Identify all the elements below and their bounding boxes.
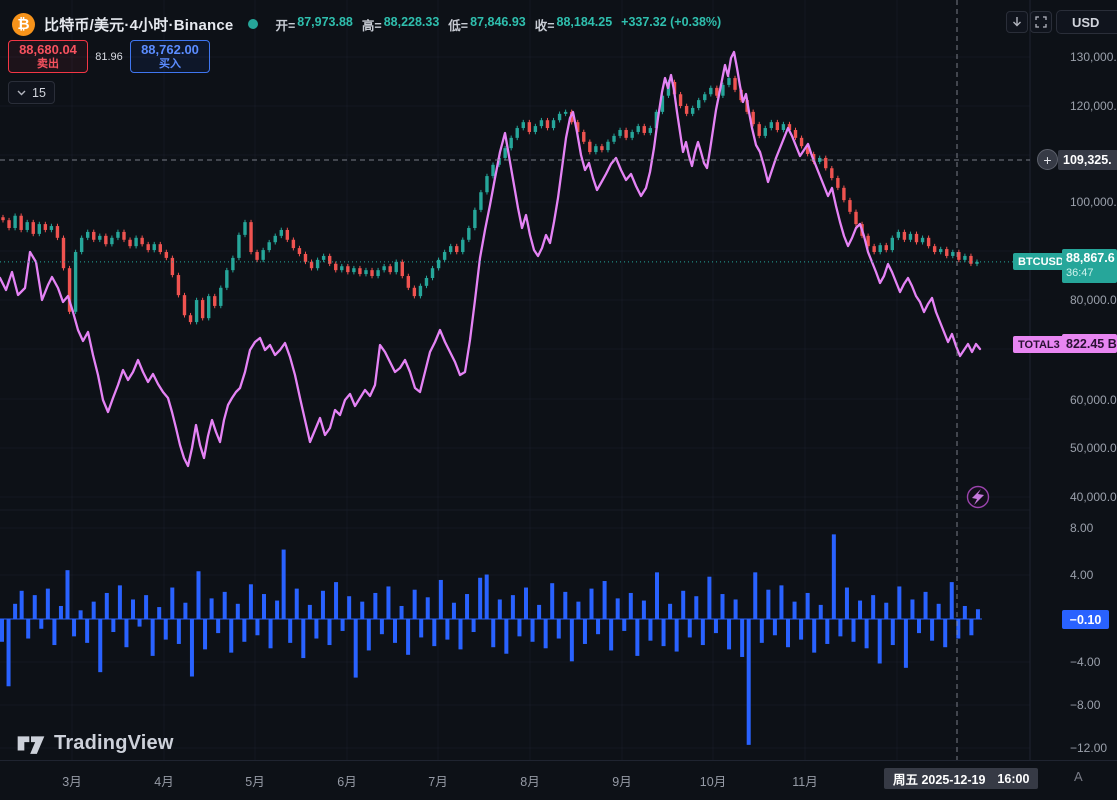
currency-usd-button[interactable]: USD xyxy=(1056,10,1117,34)
sell-price: 88,680.04 xyxy=(19,41,77,57)
fullscreen-button[interactable] xyxy=(1030,11,1052,33)
chevron-down-icon xyxy=(17,90,26,95)
time-axis[interactable]: 3月 4月 5月 6月 7月 8月 9月 10月 11月 周五 2025-12-19 16:00 xyxy=(0,760,1117,800)
indicator-last-value-badge: −0.10 xyxy=(1062,610,1109,629)
price-tick-label: 40,000.00 xyxy=(1070,490,1117,504)
ohlc-field-value: 87,846.93 xyxy=(470,14,526,29)
fullscreen-icon xyxy=(1035,16,1047,28)
price-tick-label: 120,000.00 xyxy=(1070,99,1117,113)
indicator-tick-label: 8.00 xyxy=(1070,521,1094,535)
ohlc-field-label: 低= xyxy=(448,18,469,33)
tradingview-mark-icon xyxy=(17,736,45,754)
total3-series-tag[interactable]: TOTAL3 xyxy=(1013,336,1065,353)
price-tick-label: 130,000.00 xyxy=(1070,50,1117,64)
crosshair-price-badge: 109,325. xyxy=(1058,150,1117,170)
symbol-header: ₿ 比特币/美元·4小时·Binance 开= 87,973.88 高= 88,228… xyxy=(12,10,721,38)
tradingview-logo-text: TradingView xyxy=(54,731,174,754)
btcusd-last-price: 88,867.6 xyxy=(1066,251,1115,266)
sell-button[interactable]: 88,680.04 卖出 xyxy=(8,40,88,73)
sell-label: 卖出 xyxy=(37,57,59,70)
total3-value-badge: 822.45 B xyxy=(1062,334,1117,353)
ohlc-field-value: 88,184.25 xyxy=(556,14,613,29)
timeframe-dropdown[interactable]: 15 xyxy=(8,81,55,104)
ohlc-field-label: 高= xyxy=(361,18,382,33)
ohlc-field-label: 开= xyxy=(275,18,296,33)
month-label: 4月 xyxy=(154,775,174,789)
crosshair-time-badge: 周五 2025-12-19 16:00 xyxy=(884,768,1039,789)
market-open-dot-icon xyxy=(248,19,259,29)
symbol-title[interactable]: 比特币/美元·4小时·Binance xyxy=(44,16,234,34)
btcusd-series-tag[interactable]: BTCUSD xyxy=(1013,253,1069,270)
add-alert-plus-icon[interactable]: + xyxy=(1037,149,1058,170)
buy-label: 买入 xyxy=(159,57,181,70)
indicator-tick-label: −4.00 xyxy=(1070,655,1101,669)
price-tick-label: 80,000.00 xyxy=(1070,293,1117,307)
crosshair-hour: 16:00 xyxy=(997,771,1030,786)
price-tick-label: 100,000.00 xyxy=(1070,195,1117,209)
ohlc-field-label: 收= xyxy=(534,18,555,33)
btcusd-price-badge: 88,867.6 36:47 xyxy=(1062,249,1117,283)
auto-scale-button[interactable]: A xyxy=(1074,769,1083,784)
ohlc-readout: 开= 87,973.88 高= 88,228.33 低= 87,846.93 收= 88,18… xyxy=(275,15,721,34)
bitcoin-icon: ₿ xyxy=(12,12,35,36)
buy-button[interactable]: 88,762.00 买入 xyxy=(130,40,210,73)
volume-delta-histogram xyxy=(0,534,982,745)
month-label: 9月 xyxy=(612,775,632,789)
month-label: 7月 xyxy=(428,775,448,789)
month-label: 11月 xyxy=(792,775,818,789)
month-label: 5月 xyxy=(245,775,265,789)
download-button[interactable] xyxy=(1006,11,1028,33)
timeframe-value: 15 xyxy=(32,85,46,100)
price-change: +337.32 (+0.38%) xyxy=(621,14,722,29)
crosshair-date: 周五 2025-12-19 xyxy=(893,773,986,787)
arrow-down-icon xyxy=(1013,16,1021,26)
price-tick-label: 60,000.00 xyxy=(1070,393,1117,407)
price-tick-label: 50,000.00 xyxy=(1070,441,1117,455)
buy-price: 88,762.00 xyxy=(141,41,199,57)
month-label: 6月 xyxy=(337,775,357,789)
spread-value: 81.96 xyxy=(95,51,123,63)
ohlc-field-value: 87,973.88 xyxy=(297,14,353,29)
ohlc-field-value: 88,228.33 xyxy=(383,14,440,29)
month-label: 3月 xyxy=(62,775,82,789)
month-label: 10月 xyxy=(699,775,727,789)
total3-line xyxy=(0,50,982,468)
indicator-tick-label: −8.00 xyxy=(1070,698,1101,712)
price-axis-drag-area[interactable] xyxy=(1030,0,1117,760)
bar-countdown: 36:47 xyxy=(1066,266,1094,279)
indicator-tick-label: 4.00 xyxy=(1070,568,1094,582)
lightning-trade-button[interactable] xyxy=(966,485,990,509)
month-label: 8月 xyxy=(520,775,540,789)
tradingview-logo[interactable]: TradingView xyxy=(16,730,174,756)
indicator-tick-label: −12.00 xyxy=(1070,741,1108,755)
